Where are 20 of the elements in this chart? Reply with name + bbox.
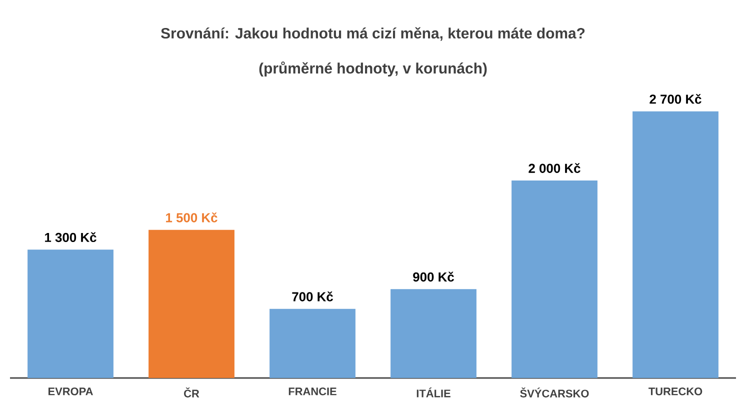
- bar: [390, 289, 476, 378]
- bar: [28, 250, 114, 378]
- data-label: 2 000 Kč: [528, 163, 580, 173]
- chart-subtitle: (průměrné hodnoty, v korunách): [259, 61, 487, 77]
- data-label: 700 Kč: [292, 292, 333, 302]
- chart-title: Srovnání: Jakou hodnotu má cizí měna, kterou máte doma?: [161, 27, 585, 41]
- bar: [512, 180, 598, 378]
- x-tick-label: ČR: [184, 388, 200, 398]
- x-tick-label: FRANCIE: [288, 388, 336, 396]
- bar: [148, 230, 234, 378]
- x-tick-label: TURECKO: [648, 388, 702, 396]
- x-tick-label: ŠVÝCARSKO: [520, 388, 589, 398]
- bar: [632, 111, 718, 378]
- data-label: 1 500 Kč: [166, 212, 218, 222]
- x-tick-label: EVROPA: [48, 388, 93, 396]
- data-label: 1 300 Kč: [45, 232, 96, 242]
- x-tick-label: ITÁLIE: [416, 388, 450, 398]
- data-label: 900 Kč: [413, 272, 454, 282]
- data-label: 2 700 Kč: [650, 94, 702, 104]
- bar: [270, 308, 356, 378]
